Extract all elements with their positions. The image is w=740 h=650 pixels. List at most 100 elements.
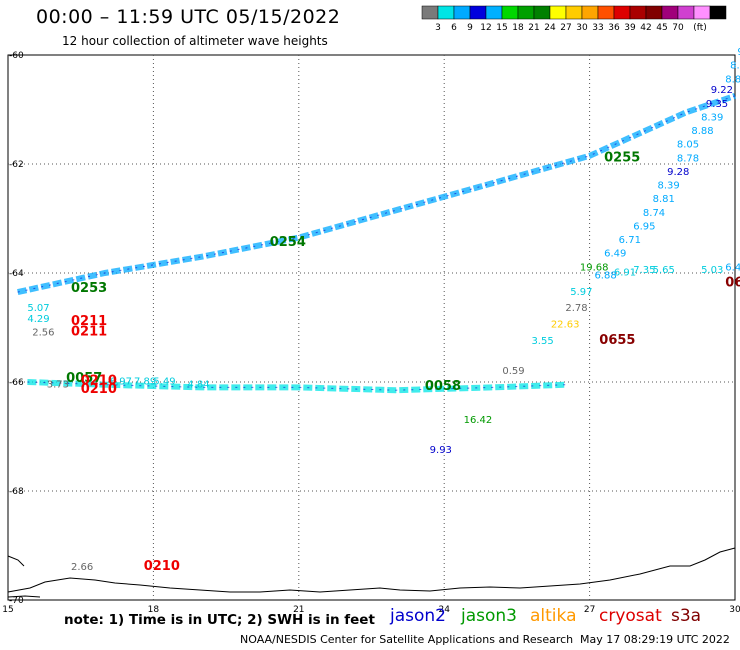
coastline [7,555,25,567]
x-tick-label: 18 [148,605,160,615]
point-label: 22.63 [551,320,580,331]
colorbar-label: 21 [528,23,539,33]
point-label: 7.35 [633,265,655,276]
coastline [7,547,736,593]
y-tick-label: -66 [9,378,24,388]
colorbar-swatch [645,5,663,20]
point-label: 6.71 [619,235,641,246]
chart-subtitle: 12 hour collection of altimeter wave hei… [62,34,328,48]
track-time-label: 0210 [81,382,117,397]
track-time-label: 0253 [71,281,107,296]
point-label: 7.89 [134,377,156,388]
track-line-horizontal_track [27,379,566,394]
colorbar-swatch [469,5,487,20]
colorbar-swatch [565,5,583,20]
point-label: 5.49 [153,377,175,388]
point-label: 9.93 [430,445,452,456]
legend-s3a: s3a [671,606,702,626]
point-label: 5.65 [653,265,675,276]
point-label: 9.28 [667,167,689,178]
point-label: 6.97 [110,377,132,388]
y-tick-label: -70 [9,596,24,606]
track-line-overlay [17,95,736,293]
colorbar-swatch [453,5,471,20]
track-time-label: 0211 [71,325,107,340]
point-label: 8.78 [677,153,699,164]
point-label: 4.29 [27,314,49,325]
footer-credit: NOAA/NESDIS Center for Satellite Applica… [240,633,574,646]
chart-title: 00:00 – 11:59 UTC 05/15/2022 [36,6,341,28]
colorbar-swatch [421,5,439,20]
point-label: 8.39 [657,181,679,192]
point-label: 19.68 [580,262,609,273]
point-label: 8.05 [677,140,699,151]
x-tick-label: 21 [293,605,304,615]
x-tick-label: 27 [584,605,595,615]
track-time-label: 0211 [71,314,107,329]
footer-timestamp: May 17 08:29:19 UTC 2022 [580,633,730,646]
track-time-label: 0655 [599,333,635,348]
point-label: 4.84 [187,379,209,390]
colorbar-label: 6 [451,23,457,33]
colorbar-swatch [581,5,599,20]
track-line-ascending_track [17,93,736,296]
point-label: 5.07 [27,303,49,314]
track-line-overlay [27,381,566,391]
track-time-label: 0254 [270,235,306,250]
point-label: 8.39 [701,112,723,123]
colorbar-label: 9 [467,23,473,33]
point-label: 9 [737,47,740,58]
colorbar-label: 45 [656,23,667,33]
point-label: 9.35 [706,99,728,110]
legend-altika: altika [530,606,577,626]
colorbar-swatch [629,5,647,20]
point-label: 6.88 [594,270,616,281]
colorbar-label: 18 [512,23,524,33]
colorbar-swatch [677,5,695,20]
x-tick-label: 30 [729,605,740,615]
footer-note: note: 1) Time is in UTC; 2) SWH is in fe… [64,612,375,628]
colorbar-swatch [517,5,535,20]
legend-jason2: jason2 [390,606,446,626]
track-time-label: 0210 [144,559,180,574]
colorbar-swatch [549,5,567,20]
colorbar-label: (ft) [693,23,707,33]
plot-frame [7,54,736,601]
track-time-label: 0210 [81,374,117,389]
colorbar-label: 30 [576,23,588,33]
point-label: 5.03 [701,265,723,276]
point-label: 8.88 [691,126,713,137]
track-time-label: 0057 [66,371,102,386]
colorbar-swatch [437,5,455,20]
colorbar-swatch [485,5,503,20]
colorbar-swatch [661,5,679,20]
point-label: 8.88 [725,74,740,85]
point-label: 8.74 [643,208,665,219]
colorbar-swatch [613,5,631,20]
point-label: 6.91 [614,268,636,279]
colorbar-label: 27 [560,23,571,33]
colorbar-label: 39 [624,23,636,33]
y-tick-label: -68 [9,487,24,497]
colorbar-label: 70 [672,23,684,33]
point-label: 3.55 [531,336,553,347]
track-time-label: 0255 [604,150,640,165]
colorbar-label: 3 [435,23,441,33]
legend-cryosat: cryosat [599,606,662,626]
point-label: 3.73 [47,379,69,390]
coastline [7,595,41,598]
y-tick-label: -60 [9,51,24,61]
point-label: 16.42 [464,415,493,426]
colorbar-label: 33 [592,23,603,33]
x-tick-label: 15 [2,605,13,615]
colorbar-label: 36 [608,23,620,33]
legend-jason3: jason3 [461,606,517,626]
colorbar-swatch [501,5,519,20]
point-label: 9.22 [711,85,733,96]
colorbar-swatch [533,5,551,20]
point-label: 2.66 [71,562,93,573]
y-tick-label: -62 [9,160,24,170]
point-label: 6.49 [604,249,626,260]
track-time-label: 0058 [425,379,461,394]
